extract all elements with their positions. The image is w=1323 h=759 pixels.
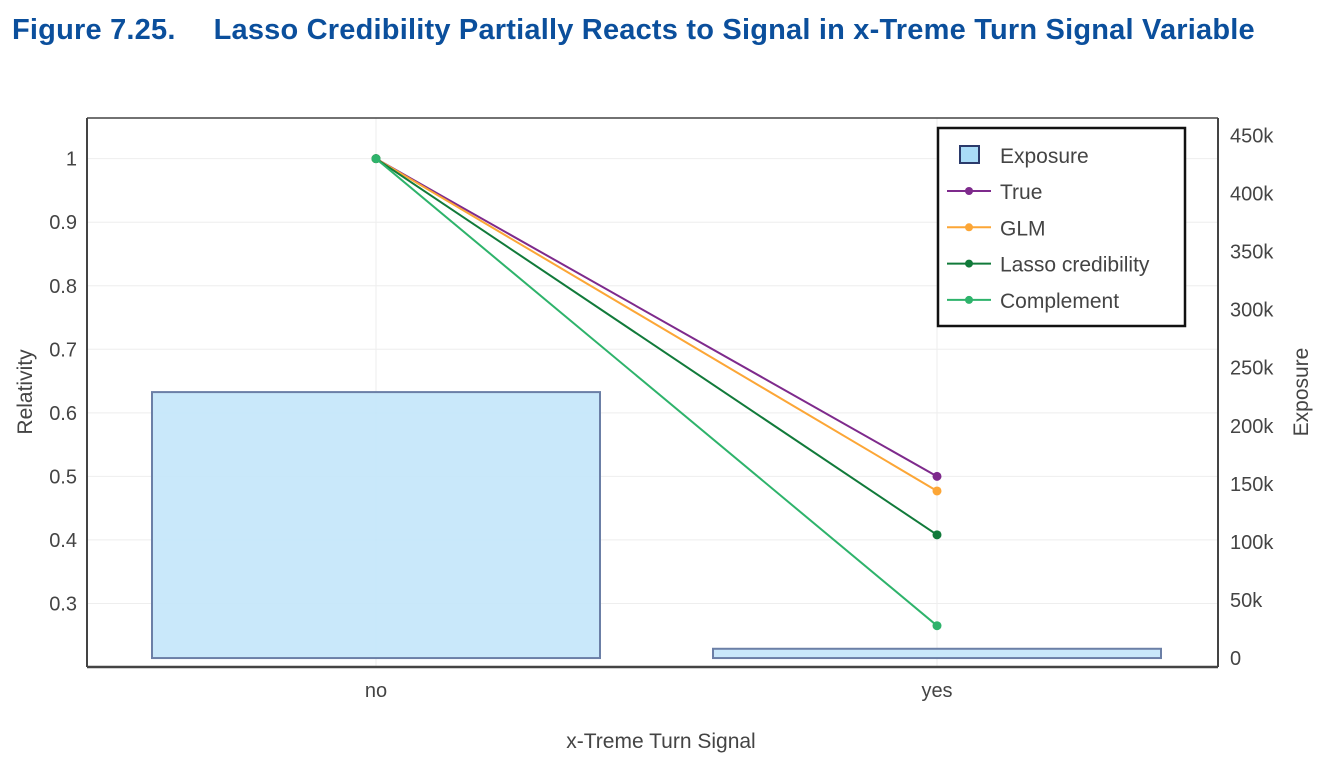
y2-tick-label: 0 [1230,648,1241,670]
series-line-complement [375,157,938,627]
legend-label-exposure: Exposure [1000,145,1089,168]
data-point-lasso-credibility [932,530,942,540]
exposure-bar-no [151,391,601,660]
figure-number: Figure 7.25. [12,14,176,46]
legend-label-lasso-credibility: Lasso credibility [1000,254,1150,277]
y-tick-label: 0.7 [49,339,77,361]
y-tick-label: 0.9 [49,212,77,234]
legend-marker-glm [965,223,973,232]
y2-tick-label: 350k [1230,242,1274,264]
series-line-lasso-credibility [375,157,938,536]
y-tick-label: 0.6 [49,403,77,425]
legend-marker-true [965,187,973,195]
series-line-true [375,157,938,478]
data-point-complement [371,154,381,164]
data-point-true [932,471,942,481]
y2-tick-label: 200k [1230,416,1274,438]
y2-tick-label: 50k [1230,590,1263,612]
legend-label-glm: GLM [1000,217,1046,240]
y-tick-label: 0.4 [49,530,77,552]
figure-title-text: Lasso Credibility Partially Reacts to Si… [213,14,1255,46]
data-point-complement [932,621,942,631]
y2-axis-title: Exposure [1290,348,1313,437]
y2-tick-label: 100k [1230,532,1274,554]
legend-marker-lasso-credibility [965,259,973,268]
y-tick-label: 0.3 [49,593,77,615]
legend-label-true: True [1000,181,1042,204]
y-tick-label: 0.5 [49,466,77,488]
x-axis-title: x-Treme Turn Signal [566,730,755,753]
y2-tick-label: 400k [1230,183,1274,205]
y2-tick-label: 250k [1230,358,1274,380]
legend-swatch-exposure [959,145,980,164]
y-axis-title: Relativity [14,349,37,435]
y2-tick-label: 150k [1230,474,1274,496]
x-tick-label: yes [921,680,952,702]
legend-marker-complement [965,295,973,304]
y-tick-label: 1 [66,149,77,171]
y2-tick-label: 450k [1230,125,1274,147]
legend-label-complement: Complement [1000,290,1119,313]
series-line-glm [375,157,938,492]
exposure-bar-yes [712,647,1162,660]
x-tick-label: no [365,680,387,702]
y2-tick-label: 300k [1230,300,1274,322]
data-point-glm [932,486,942,496]
y-tick-label: 0.8 [49,276,77,298]
figure-title: Figure 7.25. Lasso Credibility Partially … [12,8,1312,53]
